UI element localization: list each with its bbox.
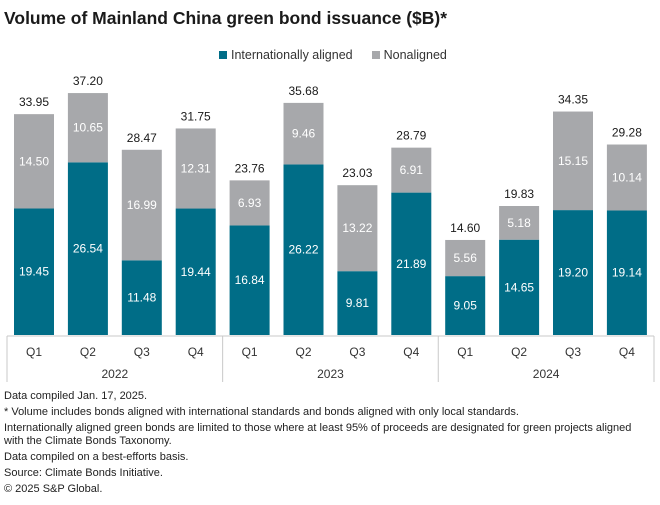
data-label-aligned: 11.48 (127, 291, 156, 305)
data-label-aligned: 19.45 (19, 265, 49, 279)
data-label-total: 34.35 (558, 93, 588, 107)
x-tick-label: Q4 (403, 345, 419, 359)
bar-segment-aligned (553, 210, 593, 335)
x-tick-label: Q2 (511, 345, 527, 359)
data-label-nonaligned: 15.15 (558, 154, 588, 168)
data-label-aligned: 26.22 (288, 243, 318, 257)
data-label-total: 29.28 (612, 126, 642, 140)
x-group-label: 2023 (317, 367, 344, 381)
x-tick-label: Q3 (349, 345, 365, 359)
footnote-best-efforts: Data compiled on a best-efforts basis. (4, 451, 189, 463)
stacked-bar-chart: 19.45 14.50 33.95 26.54 10.65 37.20 11.48 16.99… (6, 74, 655, 382)
bar-segment-aligned (337, 271, 378, 335)
data-label-total: 14.60 (450, 221, 480, 235)
data-label-nonaligned: 10.65 (73, 121, 103, 135)
x-tick-label: Q1 (457, 345, 473, 359)
bar-segment-aligned (391, 192, 432, 335)
bar-segment-nonaligned (14, 114, 54, 209)
bar-segment-nonaligned (283, 102, 324, 165)
bar-segment-nonaligned (553, 111, 593, 211)
bar-segment-aligned (14, 208, 54, 335)
footnote-aligned-definition: Internationally aligned green bonds are … (4, 422, 632, 447)
legend-swatch-aligned (219, 51, 227, 59)
footnote-volume-note: * Volume includes bonds aligned with int… (4, 406, 519, 418)
bars-layer: 19.45 14.50 33.95 26.54 10.65 37.20 11.48 16.99… (14, 74, 647, 335)
legend-swatch-nonaligned (371, 51, 380, 59)
bar-segment-nonaligned (499, 205, 540, 240)
data-label-total: 19.83 (504, 187, 534, 201)
data-label-total: 37.20 (73, 74, 103, 88)
data-label-nonaligned: 5.56 (454, 251, 478, 265)
data-label-total: 23.76 (235, 161, 265, 175)
footnote-copyright: © 2025 S&P Global. (4, 483, 103, 495)
legend: Internationally aligned Nonaligned (219, 48, 466, 62)
bar-segment-nonaligned (229, 180, 270, 226)
bar-segment-aligned (445, 276, 486, 335)
bar-segment-nonaligned (67, 93, 108, 163)
x-tick-label: Q4 (619, 345, 635, 359)
bar-segment-nonaligned (175, 128, 216, 209)
footnote-source: Source: Climate Bonds Initiative. (4, 467, 163, 479)
data-label-aligned: 26.54 (73, 242, 103, 256)
x-group-label: 2022 (101, 367, 128, 381)
bar-segment-aligned (606, 210, 647, 335)
data-label-total: 23.03 (342, 166, 372, 180)
x-tick-label: Q3 (565, 345, 581, 359)
bar-segment-nonaligned (337, 185, 378, 272)
bar-segment-nonaligned (121, 149, 162, 261)
data-label-total: 28.79 (396, 129, 426, 143)
data-label-aligned: 19.44 (181, 265, 211, 279)
footnotes: Data compiled Jan. 17, 2025. * Volume in… (4, 390, 654, 496)
data-label-aligned: 21.89 (396, 257, 426, 271)
data-label-total: 33.95 (19, 95, 49, 109)
x-axis: Q1 Q2 Q3 Q4 Q1 Q2 Q3 Q4 Q1 Q2 Q3 Q4 2022 2023 2024 (6, 335, 655, 382)
data-label-nonaligned: 14.50 (19, 154, 49, 168)
x-tick-label: Q2 (295, 345, 311, 359)
data-label-nonaligned: 6.93 (238, 196, 262, 210)
data-label-nonaligned: 9.46 (292, 127, 316, 141)
data-label-nonaligned: 13.22 (342, 221, 372, 235)
data-label-nonaligned: 10.14 (612, 171, 642, 185)
bar-segment-aligned (67, 162, 108, 335)
x-tick-label: Q4 (188, 345, 204, 359)
data-label-aligned: 16.84 (235, 273, 265, 287)
x-tick-label: Q2 (80, 345, 96, 359)
footnote-compiled-date: Data compiled Jan. 17, 2025. (4, 390, 148, 402)
bar-segment-aligned (499, 239, 540, 335)
data-label-nonaligned: 16.99 (127, 198, 157, 212)
x-tick-label: Q1 (26, 345, 42, 359)
data-label-aligned: 9.05 (454, 299, 478, 313)
bar-segment-nonaligned (606, 144, 647, 211)
bar-segment-aligned (121, 260, 162, 335)
bar-segment-nonaligned (445, 239, 486, 277)
legend-label-nonaligned: Nonaligned (383, 48, 447, 62)
bar-segment-aligned (283, 164, 324, 335)
legend-item-nonaligned: Nonaligned (371, 48, 447, 62)
data-label-aligned: 14.65 (504, 280, 534, 294)
bar-segment-aligned (229, 225, 270, 335)
data-label-nonaligned: 6.91 (400, 163, 424, 177)
bar-segment-aligned (175, 208, 216, 335)
x-group-label: 2024 (533, 367, 560, 381)
data-label-total: 35.68 (288, 84, 318, 98)
x-tick-label: Q3 (134, 345, 150, 359)
x-tick-label: Q1 (242, 345, 258, 359)
data-label-nonaligned: 5.18 (507, 216, 531, 230)
data-label-aligned: 19.14 (612, 266, 642, 280)
data-label-total: 31.75 (181, 109, 211, 123)
data-label-total: 28.47 (127, 131, 157, 145)
bar-segment-nonaligned (391, 147, 432, 193)
legend-item-aligned: Internationally aligned (219, 48, 353, 62)
chart-title: Volume of Mainland China green bond issu… (4, 8, 448, 28)
data-label-nonaligned: 12.31 (181, 161, 211, 175)
data-label-aligned: 9.81 (346, 296, 370, 310)
legend-label-aligned: Internationally aligned (231, 48, 353, 62)
data-label-aligned: 19.20 (558, 266, 588, 280)
